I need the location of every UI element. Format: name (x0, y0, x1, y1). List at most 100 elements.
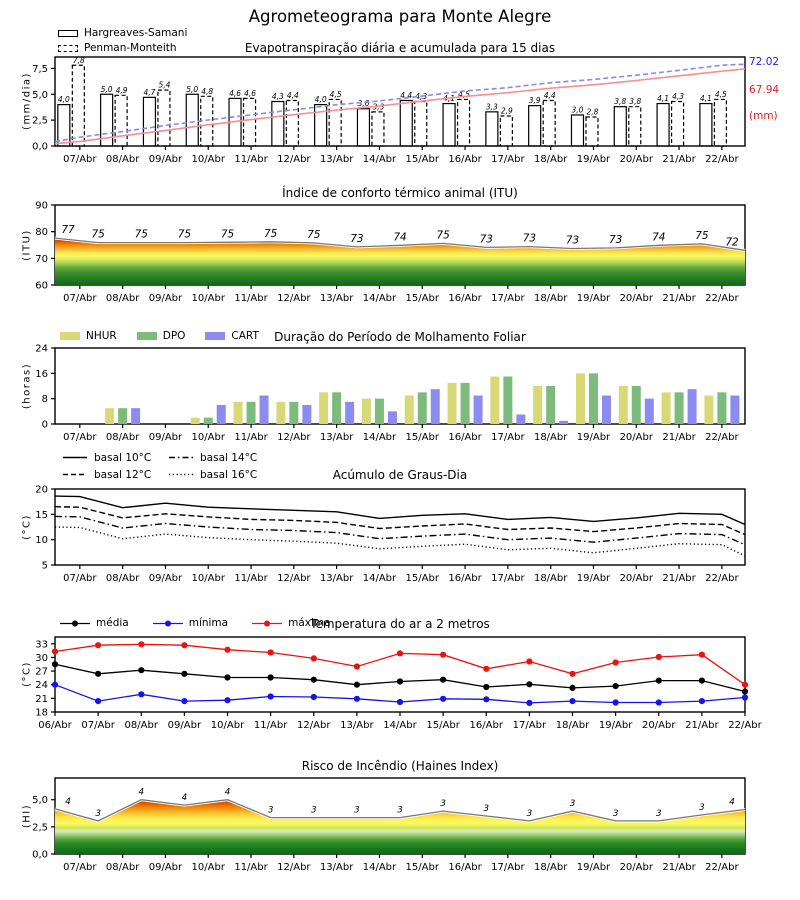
svg-text:11/Abr: 11/Abr (254, 720, 288, 731)
svg-text:0,0: 0,0 (32, 142, 48, 153)
cart-swatch-icon (205, 332, 226, 340)
svg-text:20/Abr: 20/Abr (620, 154, 654, 165)
svg-text:10/Abr: 10/Abr (192, 573, 226, 584)
svg-text:21/Abr: 21/Abr (685, 720, 719, 731)
svg-text:08/Abr: 08/Abr (125, 720, 159, 731)
legend-item-penman: Penman-Monteith (58, 42, 177, 54)
svg-text:11/Abr: 11/Abr (234, 293, 268, 304)
legend-item-dpo: DPO (136, 330, 186, 342)
line-basal 16°C (54, 526, 746, 557)
legend-label: basal 16°C (200, 468, 258, 481)
mm-unit-annotation: (mm) (749, 110, 778, 122)
svg-text:75: 75 (221, 228, 235, 240)
svg-text:2,9: 2,9 (501, 106, 513, 115)
svg-text:27: 27 (35, 667, 48, 678)
svg-text:3,8: 3,8 (614, 97, 626, 106)
dpo-swatch-icon (136, 332, 157, 340)
svg-text:15/Abr: 15/Abr (406, 862, 440, 873)
svg-text:10: 10 (35, 535, 48, 546)
svg-text:15/Abr: 15/Abr (406, 573, 440, 584)
svg-text:21/Abr: 21/Abr (662, 862, 696, 873)
svg-text:09/Abr: 09/Abr (149, 154, 183, 165)
legend-item-cart: CART (205, 330, 259, 342)
svg-text:07/Abr: 07/Abr (63, 154, 97, 165)
svg-text:16/Abr: 16/Abr (448, 154, 482, 165)
svg-text:08/Abr: 08/Abr (106, 573, 140, 584)
svg-text:18/Abr: 18/Abr (534, 573, 568, 584)
legend-item-hargreaves: Hargreaves-Samani (58, 27, 187, 39)
svg-text:8: 8 (42, 394, 48, 405)
degree-days-chart: 5 10 15 20 07/Abr 08/Abr 09/Abr 10/Abr 11/Abr 12/… (35, 485, 746, 584)
svg-text:15: 15 (35, 510, 48, 521)
svg-text:12/Abr: 12/Abr (277, 432, 311, 443)
svg-text:90: 90 (35, 201, 48, 212)
svg-text:06/Abr: 06/Abr (38, 720, 72, 731)
penman-total-annotation: 72.02 (749, 56, 780, 68)
legend-item-maxima: máxima (252, 617, 331, 629)
svg-text:30: 30 (35, 653, 48, 664)
svg-text:15/Abr: 15/Abr (406, 293, 440, 304)
legend-label: DPO (162, 330, 186, 342)
svg-text:07/Abr: 07/Abr (63, 862, 97, 873)
svg-text:3: 3 (397, 806, 403, 816)
solid-bar-swatch-icon (58, 29, 78, 37)
svg-text:75: 75 (307, 229, 321, 241)
svg-text:14/Abr: 14/Abr (383, 720, 417, 731)
svg-text:17/Abr: 17/Abr (491, 573, 525, 584)
legend-item-nhur: NHUR (60, 330, 117, 342)
cumulative-line (54, 68, 746, 145)
svg-text:75: 75 (135, 229, 149, 241)
svg-text:17/Abr: 17/Abr (491, 154, 525, 165)
svg-text:09/Abr: 09/Abr (149, 293, 183, 304)
legend-item-minima: mínima (152, 617, 229, 629)
legend-label: mínima (188, 617, 229, 629)
svg-text:08/Abr: 08/Abr (106, 862, 140, 873)
svg-text:10/Abr: 10/Abr (192, 432, 226, 443)
svg-text:22/Abr: 22/Abr (705, 154, 739, 165)
legend-item-basal16: basal 16°C (168, 467, 274, 482)
svg-text:3: 3 (311, 806, 317, 816)
svg-text:16/Abr: 16/Abr (448, 432, 482, 443)
evapo-legend: Hargreaves-Samani Penman-Monteith (58, 27, 187, 54)
line-basal 12°C (54, 506, 746, 536)
legend-label: basal 14°C (200, 451, 258, 464)
svg-text:4: 4 (225, 788, 231, 798)
svg-text:11/Abr: 11/Abr (234, 154, 268, 165)
svg-text:4: 4 (729, 797, 735, 807)
legend-label: basal 10°C (94, 451, 152, 464)
svg-text:18/Abr: 18/Abr (534, 432, 568, 443)
svg-text:3: 3 (527, 809, 533, 819)
svg-text:11/Abr: 11/Abr (234, 862, 268, 873)
svg-text:09/Abr: 09/Abr (149, 432, 183, 443)
svg-text:10/Abr: 10/Abr (192, 154, 226, 165)
svg-text:5,0: 5,0 (186, 85, 198, 94)
svg-text:2,5: 2,5 (32, 822, 48, 833)
bars-dpo (118, 373, 727, 424)
svg-text:22/Abr: 22/Abr (705, 432, 739, 443)
bars-nhur (105, 373, 714, 424)
svg-text:3,0: 3,0 (572, 105, 584, 114)
line-basal 10°C (54, 495, 746, 526)
svg-text:3: 3 (613, 809, 619, 819)
svg-text:4: 4 (138, 788, 144, 798)
svg-text:7,5: 7,5 (32, 64, 48, 75)
svg-text:5,0: 5,0 (101, 85, 113, 94)
svg-text:72: 72 (725, 236, 739, 248)
svg-text:4,0: 4,0 (315, 95, 327, 104)
svg-text:60: 60 (35, 281, 48, 292)
maxima-line-swatch-icon (252, 620, 283, 626)
svg-text:3,3: 3,3 (486, 102, 498, 111)
temperature-title: Temperatura do ar a 2 metros (310, 617, 490, 631)
svg-text:22/Abr: 22/Abr (705, 862, 739, 873)
legend-label: Penman-Monteith (84, 42, 177, 54)
svg-text:10/Abr: 10/Abr (192, 293, 226, 304)
svg-text:13/Abr: 13/Abr (320, 573, 354, 584)
bars-cart (131, 389, 740, 424)
svg-text:18/Abr: 18/Abr (534, 862, 568, 873)
svg-text:33: 33 (35, 639, 48, 650)
line-média (54, 663, 746, 693)
svg-text:21/Abr: 21/Abr (662, 154, 696, 165)
svg-text:3: 3 (354, 806, 360, 816)
svg-text:24: 24 (35, 680, 48, 691)
svg-text:20/Abr: 20/Abr (620, 573, 654, 584)
